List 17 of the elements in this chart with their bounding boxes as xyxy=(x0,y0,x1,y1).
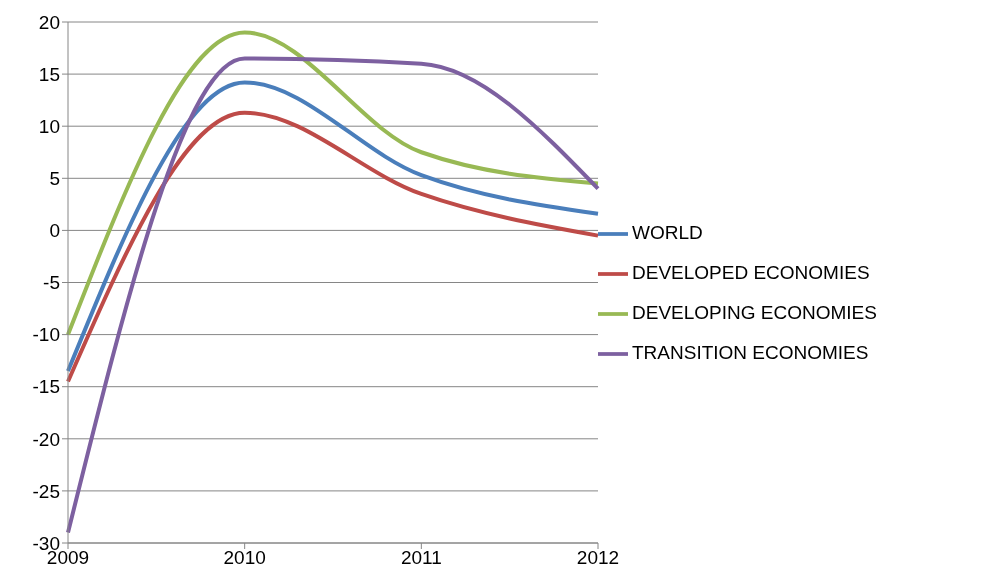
y-tick-label: 15 xyxy=(38,63,60,85)
y-tick-label: 0 xyxy=(49,220,60,242)
y-tick-label: 5 xyxy=(49,168,60,190)
y-tick-label: -20 xyxy=(32,428,60,450)
legend-label: TRANSITION ECONOMIES xyxy=(632,342,869,363)
x-tick-label: 2012 xyxy=(576,547,620,569)
y-tick-label: -5 xyxy=(43,272,60,294)
legend-label: DEVELOPING ECONOMIES xyxy=(632,302,877,323)
y-tick-label: -15 xyxy=(32,376,60,398)
legend-label: WORLD xyxy=(632,222,703,243)
x-tick-label: 2011 xyxy=(400,547,442,569)
y-tick-label: -10 xyxy=(32,324,60,346)
y-tick-label: 10 xyxy=(38,115,60,137)
x-tick-label: 2010 xyxy=(223,547,266,569)
y-tick-label: -25 xyxy=(32,480,60,502)
y-tick-label: 20 xyxy=(38,11,60,33)
legend-label: DEVELOPED ECONOMIES xyxy=(632,262,870,283)
